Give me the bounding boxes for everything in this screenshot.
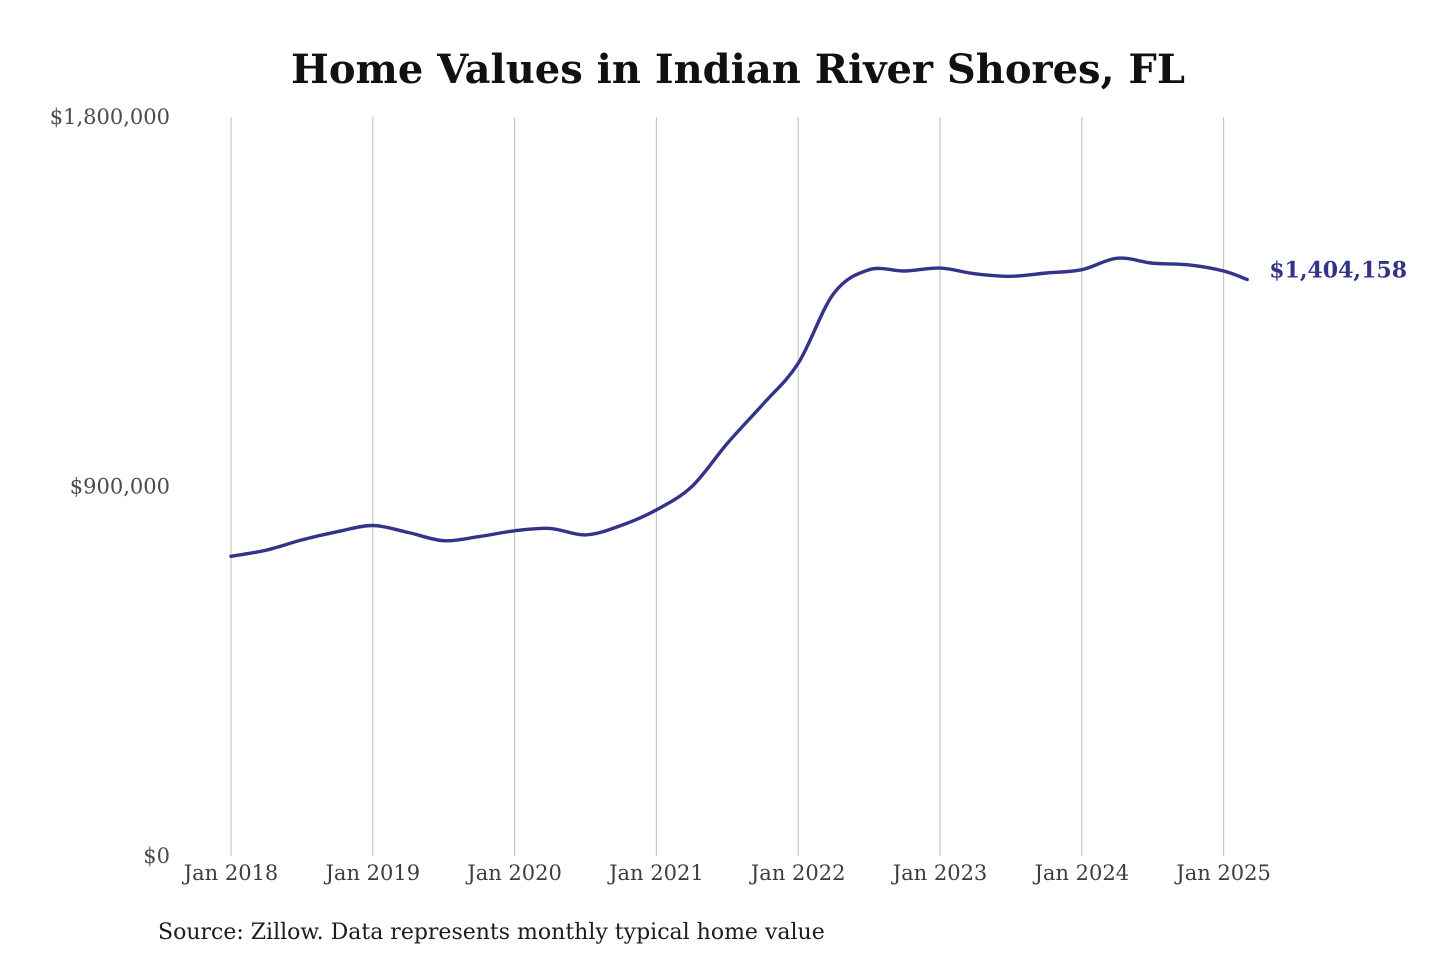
x-tick-label: Jan 2023 xyxy=(891,861,988,885)
x-tick-label: Jan 2024 xyxy=(1033,861,1130,885)
chart-title: Home Values in Indian River Shores, FL xyxy=(291,46,1185,93)
home-value-series-line xyxy=(229,256,1249,558)
x-tick-label: Jan 2021 xyxy=(607,861,704,885)
y-tick-label: $1,800,000 xyxy=(50,105,170,129)
y-tick-label: $900,000 xyxy=(70,475,170,499)
x-tick-label: Jan 2025 xyxy=(1174,861,1271,885)
y-axis-tick-labels: $0 $900,000 $1,800,000 xyxy=(50,105,170,868)
x-tick-label: Jan 2020 xyxy=(465,861,562,885)
y-tick-label: $0 xyxy=(143,844,170,868)
latest-value-label: $1,404,158 xyxy=(1269,258,1407,284)
x-tick-label: Jan 2018 xyxy=(182,861,279,885)
vertical-gridlines xyxy=(230,117,1225,856)
x-tick-label: Jan 2022 xyxy=(749,861,846,885)
source-note: Source: Zillow. Data represents monthly … xyxy=(158,920,825,945)
x-axis-tick-labels: Jan 2018 Jan 2019 Jan 2020 Jan 2021 Jan 2022… xyxy=(182,861,1271,885)
x-tick-label: Jan 2019 xyxy=(324,861,421,885)
